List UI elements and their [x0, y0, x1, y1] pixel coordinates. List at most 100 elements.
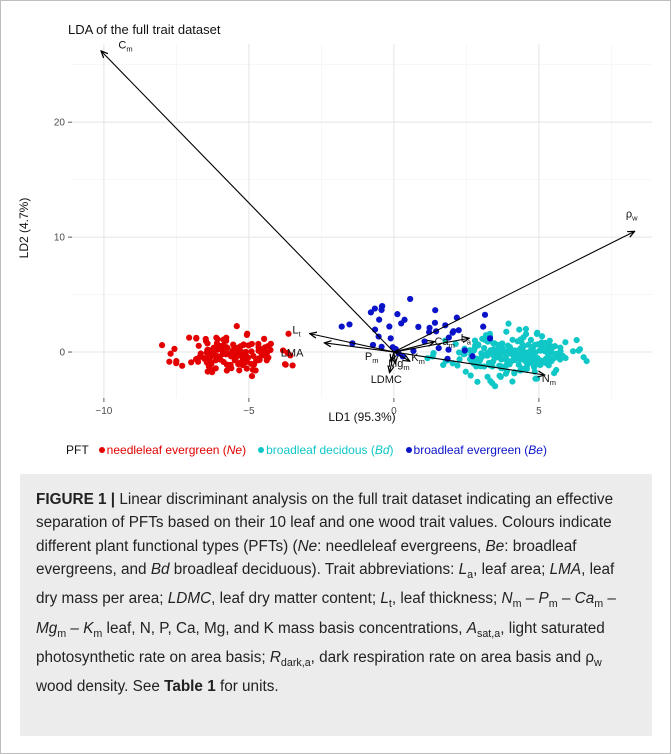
caption-text: FIGURE 1 | Linear discriminant analysis …: [36, 491, 616, 696]
point-series-1: [509, 336, 516, 343]
point-series-1: [481, 344, 488, 352]
point-series-1: [531, 357, 539, 364]
point-series-1: [462, 368, 469, 375]
point-series-1: [472, 342, 479, 349]
point-series-2: [461, 347, 468, 354]
point-series-1: [498, 341, 505, 348]
y-tick-label: 20: [54, 118, 66, 129]
point-series-1: [537, 347, 544, 354]
point-series-0: [204, 340, 211, 347]
trait-arrow: [393, 231, 635, 353]
point-series-0: [218, 342, 226, 350]
point-series-0: [245, 342, 252, 349]
point-series-0: [173, 360, 180, 367]
point-series-2: [367, 309, 374, 316]
point-series-1: [454, 362, 461, 369]
trait-arrow: [393, 351, 545, 375]
trait-arrow: [101, 51, 395, 353]
trait-label: Cm: [118, 40, 132, 54]
legend-item-be: broadleaf evergreen (Be): [405, 443, 547, 457]
point-series-0: [224, 344, 231, 352]
point-series-0: [267, 346, 274, 354]
point-series-1: [494, 350, 502, 357]
point-series-0: [213, 340, 221, 347]
plot-panel: [72, 44, 652, 398]
point-series-1: [518, 355, 525, 363]
point-series-1: [517, 345, 524, 352]
point-series-0: [282, 361, 289, 368]
point-series-1: [505, 320, 512, 327]
point-series-0: [195, 342, 202, 349]
point-series-2: [338, 323, 345, 330]
point-series-0: [229, 348, 236, 355]
point-series-1: [452, 340, 459, 348]
point-series-2: [415, 323, 422, 330]
grid-lines: [72, 44, 652, 398]
x-tick-label: 5: [536, 406, 542, 417]
point-series-2: [407, 295, 414, 303]
figure-label: FIGURE 1 |: [36, 491, 116, 508]
point-series-0: [279, 347, 287, 354]
point-series-0: [188, 359, 195, 366]
point-series-1: [569, 348, 577, 355]
point-series-1: [557, 348, 564, 355]
y-tick-label: 0: [59, 348, 65, 359]
point-series-1: [525, 360, 532, 367]
legend-label-ne: needleleaf evergreen (Ne): [106, 443, 247, 457]
trait-label: ρw: [626, 209, 638, 223]
point-series-2: [369, 341, 377, 349]
point-series-0: [230, 341, 237, 348]
point-series-0: [285, 330, 292, 337]
point-series-1: [562, 339, 569, 346]
legend-item-ne: needleleaf evergreen (Ne): [98, 443, 247, 457]
point-series-0: [248, 348, 255, 355]
point-series-2: [445, 334, 452, 341]
legend-label-be: broadleaf evergreen (Be): [413, 443, 547, 457]
y-tick-label: 10: [54, 233, 66, 244]
point-series-2: [481, 311, 489, 318]
point-series-1: [486, 330, 493, 337]
legend-item-bd: broadleaf decidous (Bd): [258, 443, 394, 457]
trait-arrow: [324, 343, 394, 353]
point-series-1: [493, 346, 501, 353]
point-series-1: [543, 346, 550, 353]
trait-label: La: [461, 333, 472, 347]
point-series-1: [485, 359, 493, 367]
point-series-1: [503, 328, 510, 335]
point-series-0: [248, 373, 256, 380]
point-series-0: [243, 365, 250, 372]
point-series-2: [371, 326, 379, 333]
point-series-2: [455, 327, 462, 334]
point-series-0: [204, 368, 211, 375]
x-axis-label: LD1 (95.3%): [328, 410, 396, 424]
trait-arrow: [393, 338, 469, 353]
point-series-2: [435, 344, 442, 352]
chart-title: LDA of the full trait dataset: [68, 22, 221, 37]
legend-dot-bd: [258, 447, 265, 453]
point-series-2: [378, 306, 385, 314]
point-series-0: [207, 354, 214, 361]
point-series-2: [421, 338, 428, 345]
point-series-2: [469, 353, 476, 360]
x-tick-label: −10: [95, 406, 112, 417]
point-series-1: [516, 326, 523, 333]
point-series-0: [244, 330, 251, 337]
point-series-0: [242, 354, 250, 361]
point-series-2: [486, 335, 494, 342]
point-series-1: [490, 340, 497, 347]
point-series-1: [478, 350, 485, 357]
point-series-0: [201, 355, 208, 363]
point-series-1: [509, 378, 516, 385]
point-series-0: [252, 367, 259, 374]
point-series-1: [533, 375, 541, 382]
point-series-0: [186, 334, 193, 341]
point-series-2: [371, 305, 378, 312]
point-series-1: [575, 347, 582, 354]
point-series-2: [445, 346, 452, 353]
point-series-1: [573, 336, 580, 344]
point-series-0: [236, 352, 243, 359]
point-series-1: [538, 333, 546, 340]
point-series-0: [289, 362, 296, 369]
point-series-1: [556, 352, 563, 360]
